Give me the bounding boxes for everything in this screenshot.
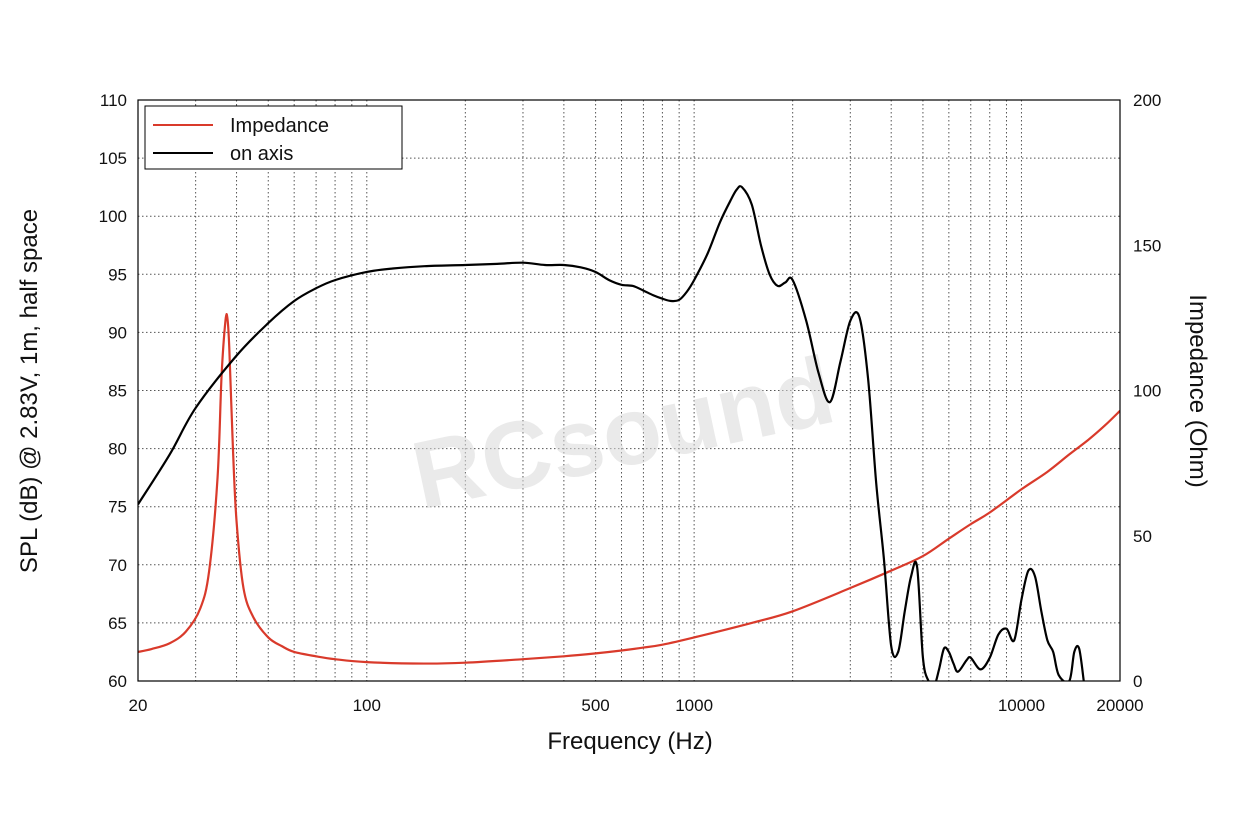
legend-box <box>144 105 403 170</box>
x-tick-label: 10000 <box>998 696 1045 715</box>
y-right-tick-label: 0 <box>1133 672 1142 691</box>
legend: Impedance on axis <box>144 105 403 170</box>
y-axis-right-title: Impedance (Ohm) <box>1184 294 1211 487</box>
legend-label-impedance: Impedance <box>230 115 329 137</box>
x-axis-title: Frequency (Hz) <box>547 728 712 755</box>
tick-labels: 20 100 500 1000 10000 20000606570758085909510… <box>99 91 1162 715</box>
y-right-tick-label: 50 <box>1133 527 1152 546</box>
y-left-tick-label: 85 <box>108 382 127 401</box>
y-left-tick-label: 110 <box>100 91 127 110</box>
x-tick-label: 100 <box>353 696 381 715</box>
x-tick-label: 500 <box>581 696 609 715</box>
y-left-tick-label: 95 <box>108 265 127 284</box>
y-left-tick-label: 65 <box>108 614 127 633</box>
y-left-tick-label: 100 <box>99 207 127 226</box>
y-right-tick-label: 150 <box>1133 236 1161 255</box>
y-left-tick-label: 70 <box>108 556 127 575</box>
plot-frame <box>137 99 1121 682</box>
y-left-tick-label: 60 <box>108 672 127 691</box>
y-left-tick-label: 80 <box>108 440 127 459</box>
series-layer <box>138 185 1120 681</box>
x-tick-label: 20 <box>129 696 148 715</box>
series-line-impedance <box>138 312 1120 665</box>
y-right-tick-label: 200 <box>1133 91 1161 110</box>
y-axis-left-title: SPL (dB) @ 2.83V, 1m, half space <box>16 209 43 573</box>
y-right-tick-label: 100 <box>1133 382 1161 401</box>
grid <box>138 100 1120 681</box>
y-left-tick-label: 75 <box>108 498 127 517</box>
x-tick-label: 20000 <box>1096 696 1143 715</box>
y-left-tick-label: 90 <box>108 323 127 342</box>
legend-label-on-axis: on axis <box>230 143 293 165</box>
y-left-tick-label: 105 <box>99 149 127 168</box>
x-tick-label: 1000 <box>675 696 713 715</box>
series-line-on-axis <box>138 185 1085 681</box>
watermark-logo: RCsound <box>403 337 843 530</box>
